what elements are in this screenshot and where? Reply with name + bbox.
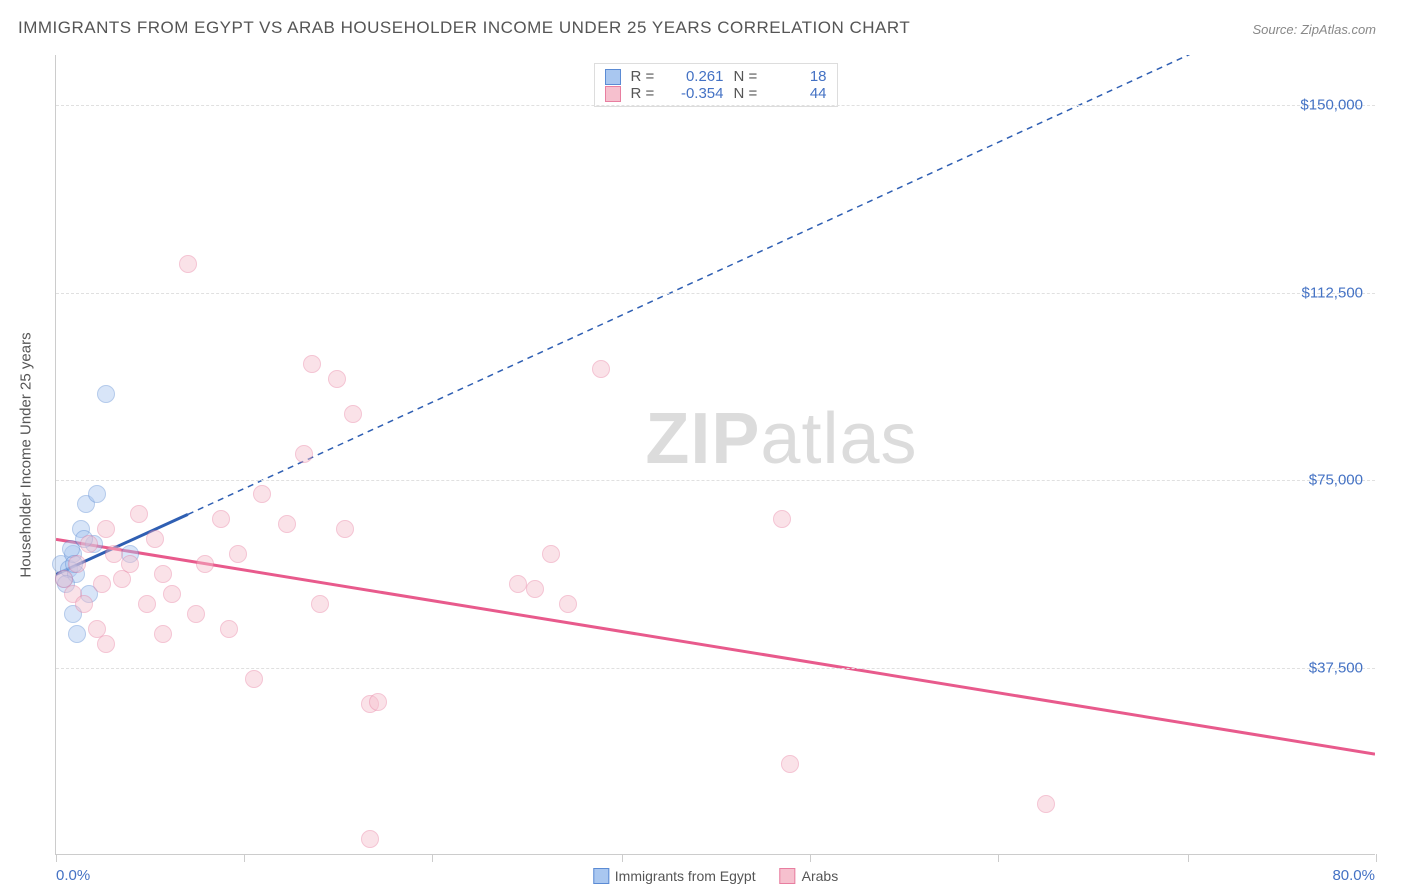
y-tick-label: $75,000 (1309, 472, 1363, 489)
n-value: 44 (772, 85, 827, 102)
top-legend: R = 0.261 N = 18 R = -0.354 N = 44 (594, 63, 838, 107)
r-label: R = (631, 68, 659, 85)
legend-swatch (605, 86, 621, 102)
chart-container: ZIPatlas Householder Income Under 25 yea… (55, 55, 1375, 855)
scatter-point (781, 755, 799, 773)
plot-area: ZIPatlas Householder Income Under 25 yea… (55, 55, 1375, 855)
scatter-point (229, 545, 247, 563)
scatter-point (526, 580, 544, 598)
y-tick-label: $150,000 (1300, 97, 1363, 114)
legend-label: Immigrants from Egypt (615, 868, 756, 884)
x-tick (56, 854, 57, 862)
scatter-point (75, 595, 93, 613)
scatter-point (1037, 795, 1055, 813)
r-label: R = (631, 85, 659, 102)
scatter-point (311, 595, 329, 613)
x-tick (1188, 854, 1189, 862)
x-tick (432, 854, 433, 862)
scatter-point (97, 520, 115, 538)
x-tick (622, 854, 623, 862)
grid-line-h (56, 480, 1375, 481)
trend-line (188, 55, 1210, 514)
scatter-point (220, 620, 238, 638)
r-value: -0.354 (669, 85, 724, 102)
scatter-point (68, 625, 86, 643)
scatter-point (592, 360, 610, 378)
bottom-legend: Immigrants from Egypt Arabs (593, 868, 838, 884)
scatter-point (328, 370, 346, 388)
scatter-point (121, 555, 139, 573)
scatter-point (93, 575, 111, 593)
chart-title: IMMIGRANTS FROM EGYPT VS ARAB HOUSEHOLDE… (18, 18, 910, 38)
scatter-point (138, 595, 156, 613)
scatter-point (773, 510, 791, 528)
legend-swatch (605, 69, 621, 85)
scatter-point (163, 585, 181, 603)
legend-item: Immigrants from Egypt (593, 868, 756, 884)
grid-line-h (56, 668, 1375, 669)
scatter-point (278, 515, 296, 533)
scatter-point (97, 385, 115, 403)
scatter-point (196, 555, 214, 573)
scatter-point (245, 670, 263, 688)
watermark-bold: ZIP (645, 399, 760, 479)
grid-line-h (56, 105, 1375, 106)
scatter-point (509, 575, 527, 593)
y-tick-label: $112,500 (1302, 284, 1363, 301)
scatter-point (253, 485, 271, 503)
trend-lines-svg (56, 55, 1375, 854)
y-tick-label: $37,500 (1309, 659, 1363, 676)
legend-item: Arabs (780, 868, 839, 884)
trend-line (56, 539, 1375, 754)
n-label: N = (734, 85, 762, 102)
watermark-light: atlas (760, 399, 917, 479)
source-attribution: Source: ZipAtlas.com (1252, 22, 1376, 37)
scatter-point (68, 555, 86, 573)
grid-line-h (56, 293, 1375, 294)
scatter-point (542, 545, 560, 563)
x-axis-min-label: 0.0% (56, 867, 90, 884)
scatter-point (105, 545, 123, 563)
scatter-point (154, 625, 172, 643)
scatter-point (187, 605, 205, 623)
legend-swatch (780, 868, 796, 884)
scatter-point (146, 530, 164, 548)
scatter-point (559, 595, 577, 613)
legend-label: Arabs (802, 868, 839, 884)
scatter-point (88, 485, 106, 503)
scatter-point (80, 535, 98, 553)
scatter-point (154, 565, 172, 583)
x-tick (810, 854, 811, 862)
y-axis-title: Householder Income Under 25 years (18, 332, 35, 577)
scatter-point (344, 405, 362, 423)
scatter-point (336, 520, 354, 538)
scatter-point (97, 635, 115, 653)
x-tick (1376, 854, 1377, 862)
x-axis-max-label: 80.0% (1332, 867, 1375, 884)
legend-swatch (593, 868, 609, 884)
top-legend-row: R = -0.354 N = 44 (605, 85, 827, 102)
scatter-point (303, 355, 321, 373)
n-label: N = (734, 68, 762, 85)
scatter-point (369, 693, 387, 711)
scatter-point (130, 505, 148, 523)
top-legend-row: R = 0.261 N = 18 (605, 68, 827, 85)
x-tick (244, 854, 245, 862)
watermark: ZIPatlas (645, 398, 917, 480)
scatter-point (361, 830, 379, 848)
x-tick (998, 854, 999, 862)
r-value: 0.261 (669, 68, 724, 85)
scatter-point (295, 445, 313, 463)
n-value: 18 (772, 68, 827, 85)
scatter-point (179, 255, 197, 273)
scatter-point (212, 510, 230, 528)
